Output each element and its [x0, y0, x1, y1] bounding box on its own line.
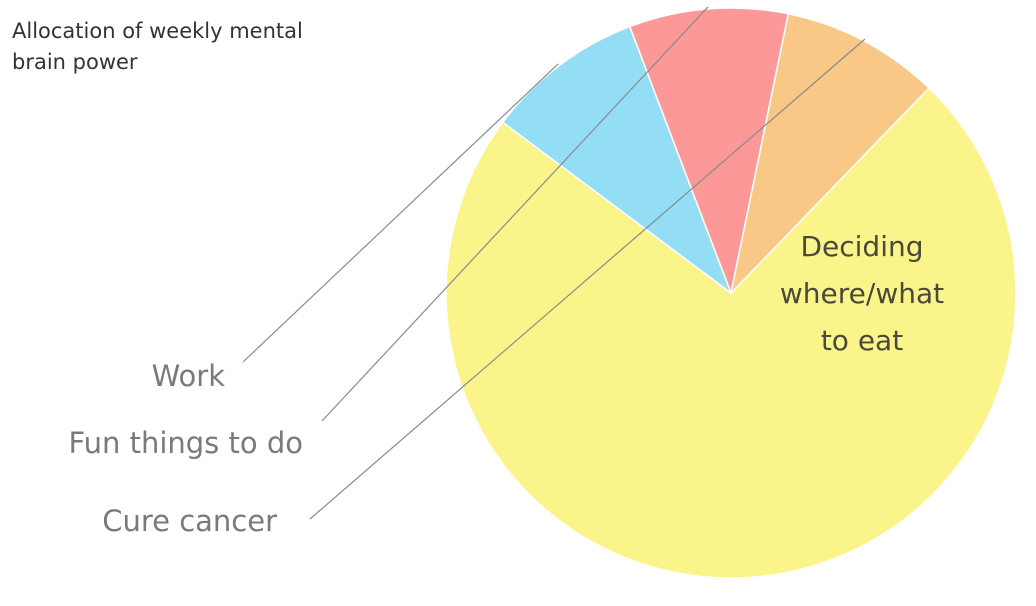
pie-slice-deciding-where-what-to-eat	[445, 86, 1017, 579]
leader-line-fun-things-to-do	[321, 6, 709, 422]
pie-slices	[445, 7, 1017, 579]
slice-label-work: Work	[152, 359, 226, 393]
slice-label-fun-things-to-do: Fun things to do	[69, 426, 303, 460]
leader-line-cure-cancer	[309, 38, 866, 520]
pie-slice-fun-things-to-do	[628, 7, 790, 296]
slice-label-deciding-line-3: to eat	[821, 324, 903, 357]
slice-label-cure-cancer: Cure cancer	[102, 504, 277, 538]
leader-line-work	[242, 63, 559, 363]
slice-label-deciding-line-2: where/what	[780, 277, 944, 310]
pie-slice-work	[501, 25, 733, 296]
slice-label-deciding-line-1: Deciding	[800, 230, 923, 263]
chart-title: Allocation of weekly mental brain power	[12, 19, 303, 74]
pie-slice-cure-cancer	[729, 12, 931, 296]
leader-lines	[242, 6, 866, 520]
slice-labels: Deciding where/what to eat Work Fun things t…	[69, 230, 945, 538]
